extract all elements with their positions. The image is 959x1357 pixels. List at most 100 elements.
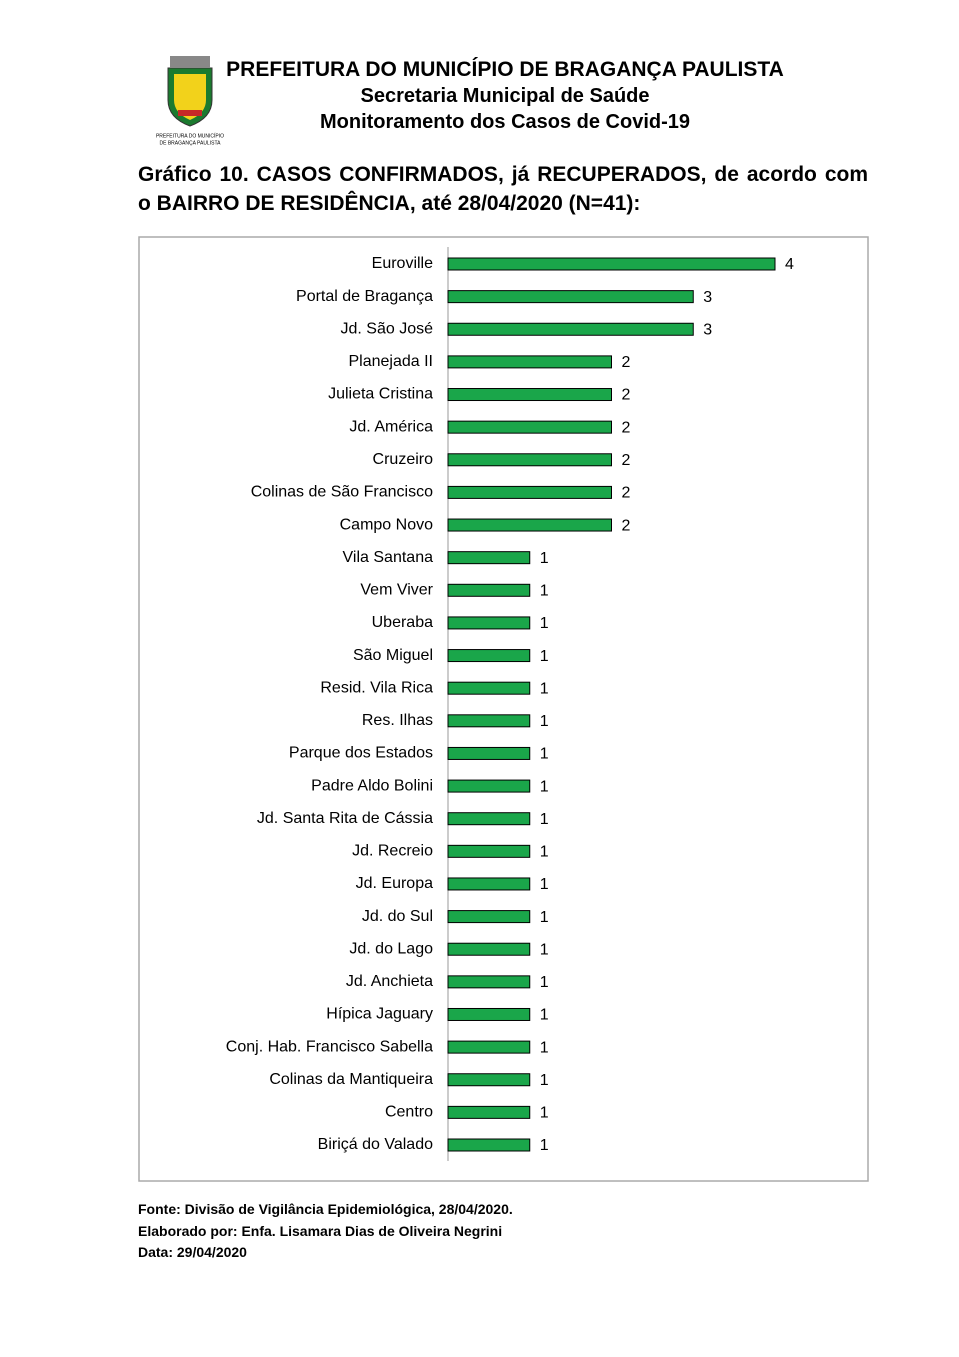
bar — [447, 942, 531, 956]
chart-title: Gráfico 10. CASOS CONFIRMADOS, já RECUPE… — [138, 163, 868, 215]
value-label: 1 — [540, 1137, 549, 1154]
category-label: Res. Ilhas — [362, 712, 433, 729]
value-label: 1 — [540, 909, 549, 926]
footer-line: Data: 29/04/2020 — [138, 1244, 247, 1260]
bar — [447, 355, 612, 369]
category-label: Jd. Santa Rita de Cássia — [257, 810, 433, 827]
bar — [447, 453, 612, 467]
value-label: 1 — [540, 648, 549, 665]
category-label: Jd. América — [349, 418, 433, 435]
bar — [447, 877, 531, 891]
value-label: 1 — [540, 680, 549, 697]
logo-banner — [178, 110, 202, 116]
bar — [447, 746, 531, 760]
bar — [447, 681, 531, 695]
value-label: 2 — [622, 485, 631, 502]
bar — [447, 1073, 531, 1087]
category-label: Vila Santana — [343, 549, 434, 566]
category-label: Parque dos Estados — [289, 745, 433, 762]
value-label: 1 — [540, 1039, 549, 1056]
category-label: Julieta Cristina — [328, 386, 433, 403]
bar — [447, 1105, 531, 1119]
bar — [447, 714, 531, 728]
category-label: Centro — [385, 1104, 433, 1121]
category-label: Colinas da Mantiqueira — [269, 1071, 433, 1088]
bar — [447, 322, 694, 336]
value-label: 1 — [540, 550, 549, 567]
bar — [447, 616, 531, 630]
value-label: 3 — [703, 321, 712, 338]
bar — [447, 844, 531, 858]
category-label: Resid. Vila Rica — [320, 679, 433, 696]
bar — [447, 518, 612, 532]
category-label: Jd. Europa — [356, 875, 433, 892]
value-label: 2 — [622, 354, 631, 371]
bar — [447, 1040, 531, 1054]
bar — [447, 1007, 531, 1021]
category-label: Euroville — [372, 255, 433, 272]
value-label: 1 — [540, 713, 549, 730]
value-label: 1 — [540, 811, 549, 828]
value-label: 4 — [785, 256, 794, 273]
category-label: Jd. Anchieta — [346, 973, 433, 990]
category-label: Campo Novo — [340, 516, 433, 533]
category-label: Hípica Jaguary — [326, 1006, 433, 1023]
category-label: Biriçá do Valado — [318, 1136, 433, 1153]
value-label: 1 — [540, 941, 549, 958]
bar — [447, 779, 531, 793]
category-label: Vem Viver — [360, 582, 433, 599]
bar — [447, 583, 531, 597]
footer-line: Fonte: Divisão de Vigilância Epidemiológ… — [138, 1201, 513, 1217]
bar — [447, 551, 531, 565]
bar — [447, 420, 612, 434]
value-label: 2 — [622, 387, 631, 404]
value-label: 1 — [540, 1007, 549, 1024]
bar — [447, 485, 612, 499]
logo-caption: PREFEITURA DO MUNICÍPIO — [156, 132, 224, 139]
logo: PREFEITURA DO MUNICÍPIO DE BRAGANÇA PAUL… — [156, 56, 224, 146]
category-label: Jd. São José — [341, 320, 434, 337]
bar — [447, 257, 776, 271]
category-label: Jd. do Lago — [349, 940, 433, 957]
value-label: 1 — [540, 778, 549, 795]
header-line: Secretaria Municipal de Saúde — [360, 85, 650, 107]
bar — [447, 910, 531, 924]
value-label: 1 — [540, 1105, 549, 1122]
category-label: Conj. Hab. Francisco Sabella — [226, 1038, 433, 1055]
category-label: Cruzeiro — [373, 451, 434, 468]
bar — [447, 975, 531, 989]
category-label: Jd. do Sul — [362, 908, 433, 925]
logo-caption: DE BRAGANÇA PAULISTA — [160, 140, 222, 146]
chart-frame — [138, 236, 869, 1182]
header-line: Monitoramento dos Casos de Covid-19 — [319, 111, 691, 133]
bar — [447, 388, 612, 402]
category-label: Colinas de São Francisco — [251, 484, 433, 501]
category-label: Planejada II — [348, 353, 433, 370]
category-label: Padre Aldo Bolini — [311, 777, 433, 794]
value-label: 2 — [622, 419, 631, 436]
bar — [447, 649, 531, 663]
value-label: 2 — [622, 452, 631, 469]
logo-crown — [170, 56, 210, 68]
bar — [447, 1138, 531, 1152]
category-label: São Miguel — [353, 647, 433, 664]
value-label: 3 — [703, 289, 712, 306]
category-label: Jd. Recreio — [352, 843, 433, 860]
bar — [447, 812, 531, 826]
footer-line: Elaborado por: Enfa. Lisamara Dias de Ol… — [138, 1223, 503, 1239]
value-label: 2 — [622, 517, 631, 534]
category-label: Portal de Bragança — [296, 288, 433, 305]
value-label: 1 — [540, 844, 549, 861]
value-label: 1 — [540, 1072, 549, 1089]
value-label: 1 — [540, 583, 549, 600]
value-label: 1 — [540, 746, 549, 763]
category-label: Uberaba — [372, 614, 433, 631]
bar — [447, 290, 694, 304]
logo-inner — [174, 74, 206, 120]
header-line: PREFEITURA DO MUNICÍPIO DE BRAGANÇA PAUL… — [226, 58, 784, 81]
value-label: 1 — [540, 615, 549, 632]
value-label: 1 — [540, 974, 549, 991]
value-label: 1 — [540, 876, 549, 893]
